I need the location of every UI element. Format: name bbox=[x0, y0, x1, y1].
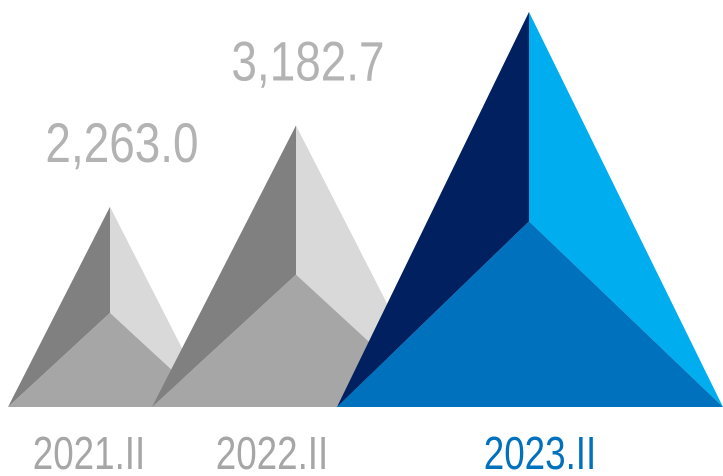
category-label: 2021.II bbox=[33, 427, 146, 476]
pyramid-group bbox=[8, 12, 723, 408]
pyramid-bar bbox=[337, 12, 723, 407]
pyramid-left-face bbox=[337, 12, 529, 407]
category-label: 2023.II bbox=[484, 427, 597, 476]
label-group: 2,263.0 2021.II 3,182.7 2022.II 2023.II bbox=[33, 30, 597, 476]
data-label: 2,263.0 bbox=[45, 111, 198, 173]
pyramid-front-face bbox=[337, 221, 723, 407]
data-label: 3,182.7 bbox=[231, 30, 384, 92]
pyramid-right-face bbox=[529, 12, 723, 407]
category-label: 2022.II bbox=[216, 427, 329, 476]
pyramid-front-face bbox=[8, 312, 212, 407]
pyramid-left-face bbox=[152, 125, 296, 408]
pyramid-left-face bbox=[8, 206, 110, 407]
